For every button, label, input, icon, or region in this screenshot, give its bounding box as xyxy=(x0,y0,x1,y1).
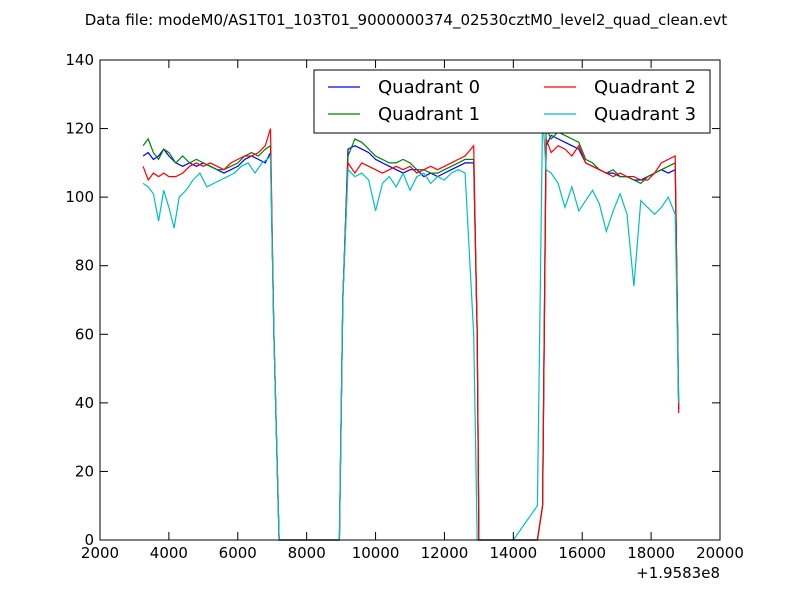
y-tick-label: 80 xyxy=(75,257,94,275)
legend-label-3: Quadrant 3 xyxy=(594,104,696,125)
chart-title: Data file: modeM0/AS1T01_103T01_90000003… xyxy=(85,11,728,30)
x-tick-label: 8000 xyxy=(288,544,326,562)
x-axis: 2000 4000 6000 8000 10000 12000 14000 16000 1800… xyxy=(81,60,744,562)
series-line-2 xyxy=(142,128,680,541)
y-tick-label: 20 xyxy=(75,462,94,480)
legend: Quadrant 0 Quadrant 1 Quadrant 2 Quadrant 3 xyxy=(313,69,711,134)
series-line-3 xyxy=(142,114,680,541)
x-tick-label: 10000 xyxy=(352,544,400,562)
series-line-1 xyxy=(142,128,680,541)
series-lines xyxy=(142,114,680,541)
legend-label-2: Quadrant 2 xyxy=(594,77,696,98)
y-tick-label: 120 xyxy=(65,120,94,138)
series-line-0 xyxy=(142,134,680,541)
plot-frame xyxy=(99,59,721,541)
x-tick-label: 18000 xyxy=(627,544,675,562)
y-axis: 0 20 40 60 80 100 120 140 xyxy=(65,51,720,549)
y-tick-label: 100 xyxy=(65,188,94,206)
legend-label-0: Quadrant 0 xyxy=(378,77,480,98)
x-tick-label: 12000 xyxy=(421,544,469,562)
y-tick-label: 140 xyxy=(65,51,94,69)
x-tick-label: 2000 xyxy=(81,544,119,562)
y-tick-label: 0 xyxy=(84,531,94,549)
x-tick-label: 6000 xyxy=(219,544,257,562)
legend-box xyxy=(313,69,711,134)
x-offset-label: +1.9583e8 xyxy=(636,564,720,582)
x-tick-label: 16000 xyxy=(558,544,606,562)
y-tick-label: 40 xyxy=(75,394,94,412)
y-tick-label: 60 xyxy=(75,325,94,343)
x-tick-label: 14000 xyxy=(489,544,537,562)
legend-label-1: Quadrant 1 xyxy=(378,104,480,125)
x-tick-label: 20000 xyxy=(696,544,744,562)
x-tick-label: 4000 xyxy=(150,544,188,562)
